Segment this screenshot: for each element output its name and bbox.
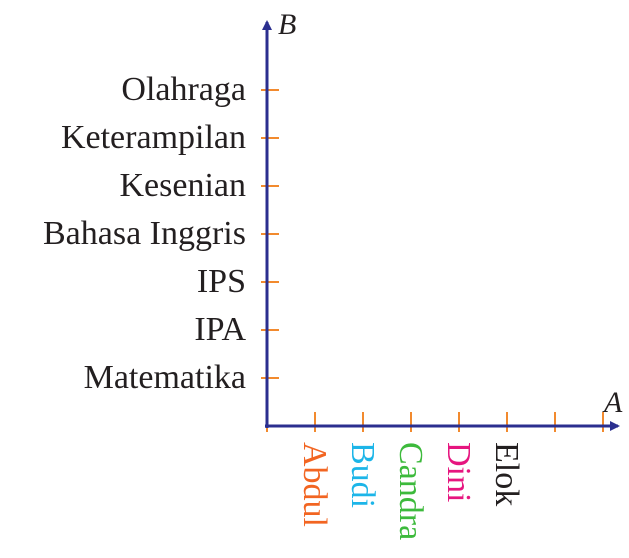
y-label: Keterampilan [61,119,246,156]
x-axis-name: A [602,386,623,419]
x-label: Elok [488,442,525,506]
x-label: Candra [392,442,429,540]
x-label: Budi [344,442,381,508]
axis-ticks [261,89,604,432]
y-label: IPS [197,263,246,300]
y-axis-name: B [278,8,296,41]
y-label: Kesenian [119,167,246,204]
x-label: Dini [440,442,477,502]
x-label: Abdul [296,442,333,527]
y-label: IPA [194,311,246,348]
y-axis-labels: Matematika IPA IPS Bahasa Inggris Kesenian Ke… [43,71,246,396]
y-label: Olahraga [121,71,246,108]
x-axis-labels: Abdul Budi Candra Dini Elok [296,442,525,540]
y-label: Bahasa Inggris [43,215,246,252]
y-label: Matematika [84,359,246,396]
